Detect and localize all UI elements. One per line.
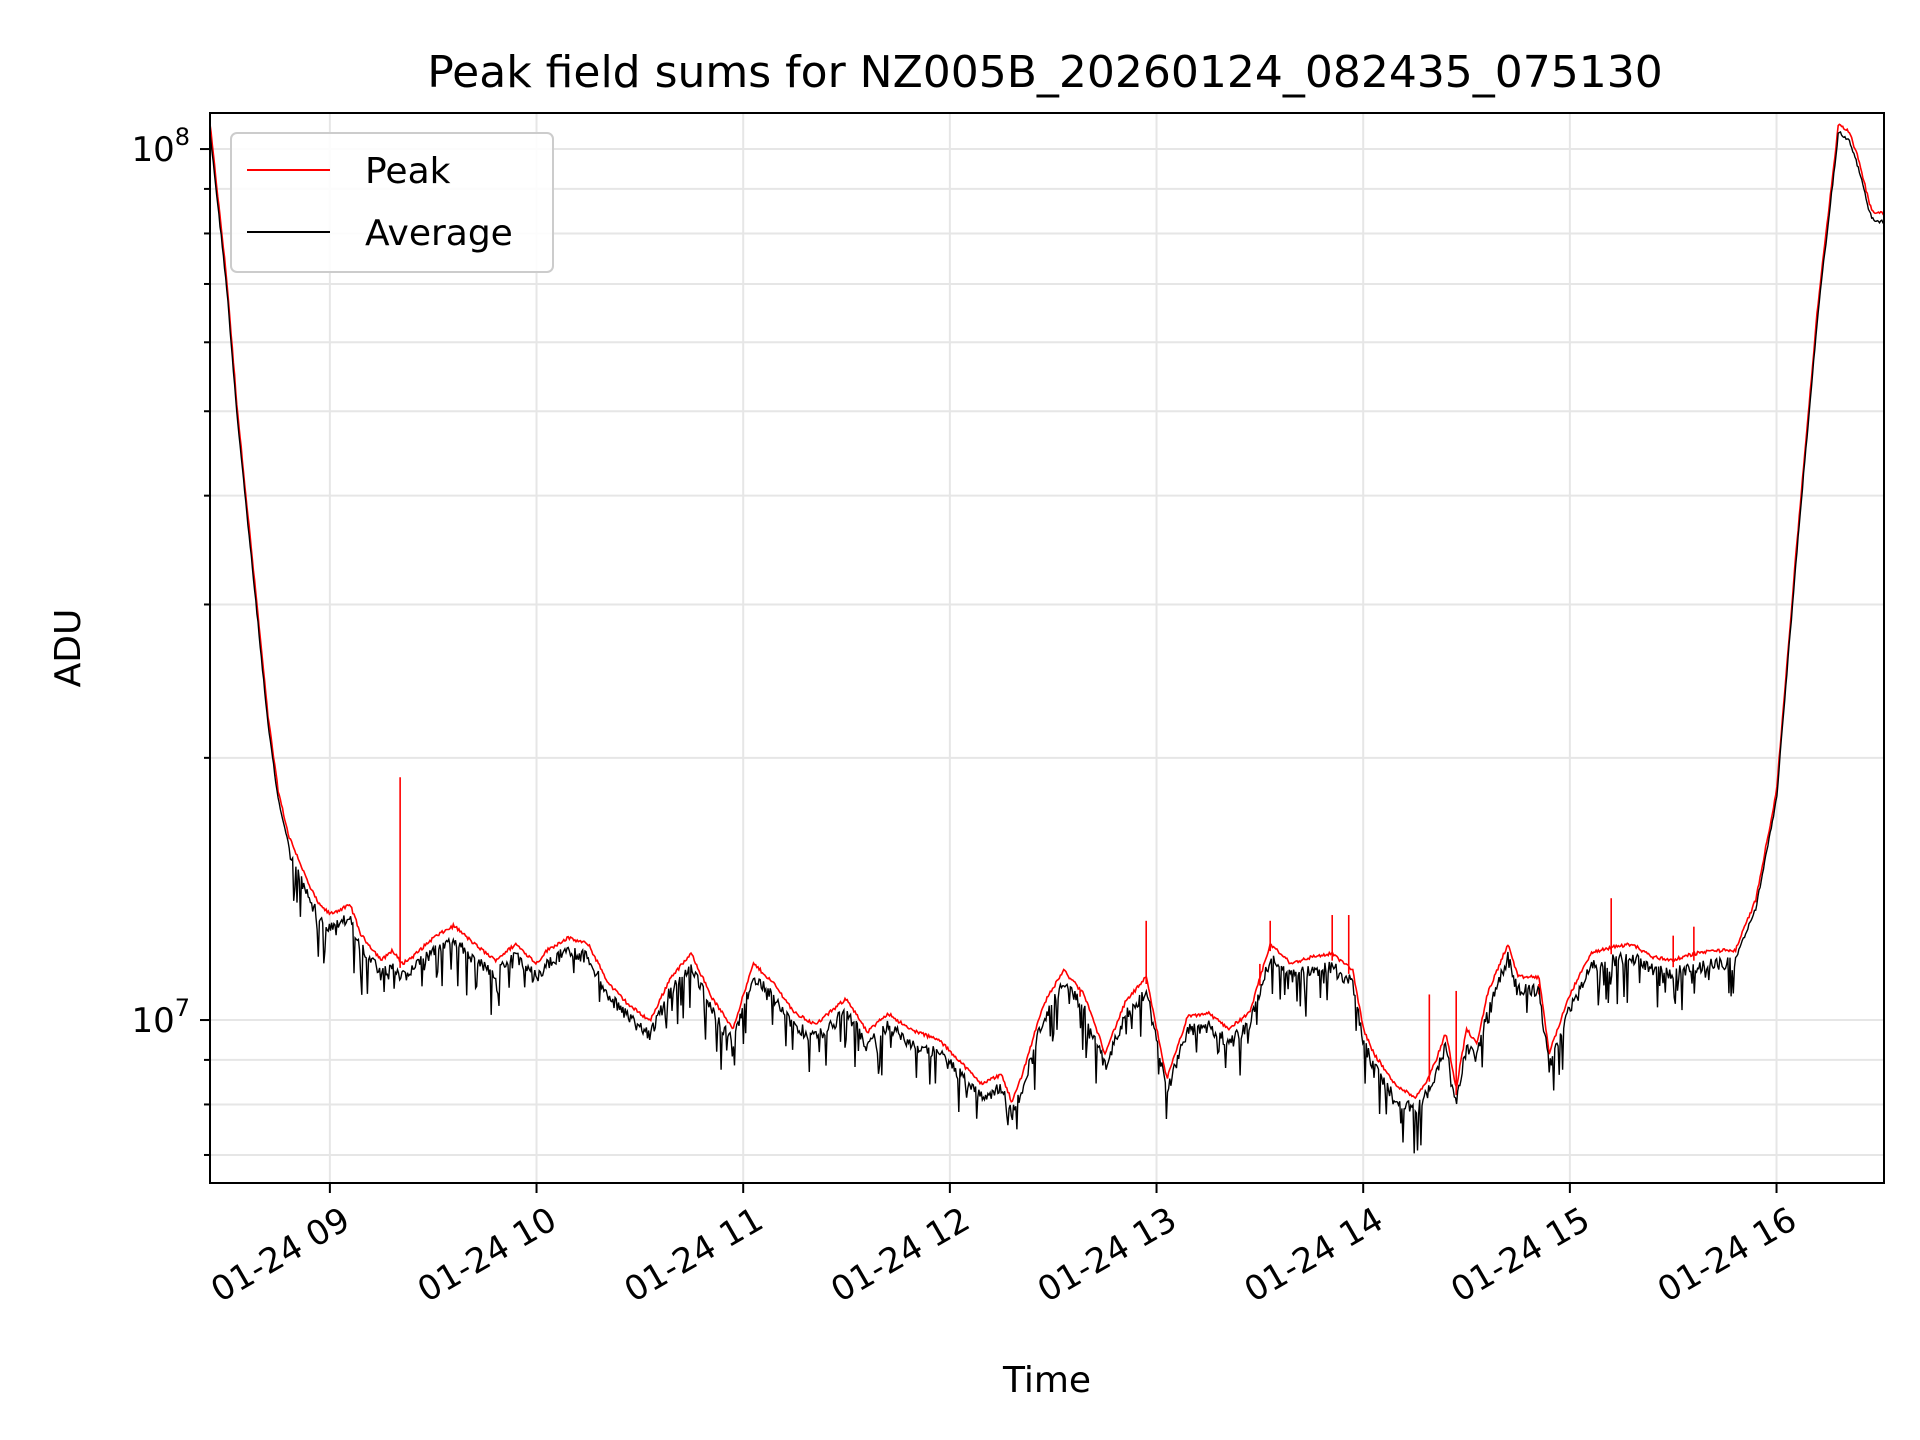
y-axis-label: ADU	[48, 609, 89, 688]
x-tick-label: 01-24 09	[204, 1200, 356, 1311]
x-tick-label: 01-24 15	[1444, 1200, 1596, 1311]
plot-frame	[209, 112, 1885, 1184]
x-axis: 01-24 09 01-24 10 01-24 11 01-24 12 01-24 13…	[204, 1183, 1803, 1311]
x-tick-label: 01-24 14	[1238, 1200, 1390, 1311]
legend-average-label: Average	[365, 213, 513, 254]
x-tick-label: 01-24 12	[824, 1200, 976, 1311]
x-tick-label: 01-24 11	[618, 1200, 770, 1311]
grid	[210, 113, 1884, 1183]
y-tick-label: 107	[131, 994, 190, 1041]
series-peak-line	[209, 123, 1885, 1103]
series-peak	[209, 123, 1885, 1103]
legend-peak-label: Peak	[365, 151, 451, 192]
x-tick-label: 01-24 16	[1651, 1200, 1803, 1311]
x-axis-label: Time	[1002, 1360, 1091, 1401]
chart-title: Peak field sums for NZ005B_20260124_0824…	[427, 47, 1663, 98]
y-axis: 107 108	[131, 123, 210, 1156]
y-tick-label: 108	[131, 123, 190, 170]
x-tick-label: 01-24 13	[1031, 1200, 1183, 1311]
series-average-line	[209, 131, 1885, 1154]
x-tick-label: 01-24 10	[411, 1200, 563, 1311]
series-average	[209, 131, 1885, 1154]
legend-box	[230, 132, 554, 273]
legend: Peak Average	[230, 132, 554, 273]
